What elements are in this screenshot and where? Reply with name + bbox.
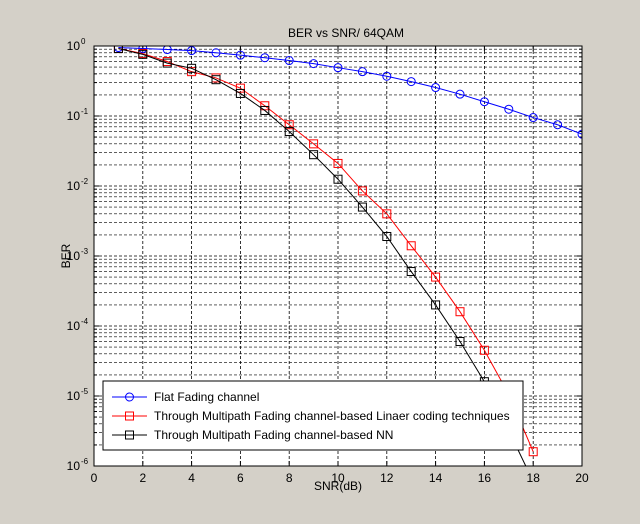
data-point-square [406,241,416,251]
data-point-circle [125,392,134,402]
x-tick-label: 10 [331,471,345,485]
data-point-circle [187,46,197,56]
data-point-square [528,447,538,457]
data-point-circle [528,113,538,123]
data-point-square [260,105,270,115]
legend-entry: Through Multipath Fading channel-based L… [112,409,510,423]
data-point-square [382,209,392,219]
data-point-circle [162,46,172,55]
y-tick-exponent: -1 [81,107,89,116]
y-tick-label: 10 [67,109,81,123]
x-tick-label: 20 [575,471,589,485]
data-point-square [309,150,319,160]
y-tick-label: 10 [67,389,81,403]
data-point-square [333,158,343,168]
data-point-circle [382,71,392,81]
data-point-square [309,139,319,149]
series-1 [113,46,582,139]
data-point-square [455,307,465,317]
data-point-square [138,49,148,59]
series-layer [113,46,582,466]
y-tick-label: 10 [67,179,81,193]
chart-title: BER vs SNR/ 64QAM [288,26,404,40]
data-point-square [357,186,367,196]
x-tick-label: 16 [478,471,492,485]
data-point-square [211,75,221,85]
data-point-circle [357,67,367,77]
x-tick-labels: 0 2 4 6 8 10 12 14 16 18 20 [91,471,589,485]
x-tick-label: 6 [237,471,244,485]
x-tick-label: 4 [188,471,195,485]
data-point-square [431,300,441,310]
x-tick-label: 2 [139,471,146,485]
x-tick-label: 18 [527,471,541,485]
data-point-square [113,46,123,54]
legend-entry: Flat Fading channel [112,390,259,404]
y-tick-label: 10 [67,319,81,333]
y-tick-exponent: -2 [81,177,89,186]
data-point-circle [455,89,465,99]
data-point-square [431,272,441,282]
data-point-circle [284,56,294,66]
data-point-square [479,345,489,355]
data-point-square [333,174,343,184]
data-point-circle [235,50,245,60]
data-point-circle [406,77,416,87]
data-point-circle [211,48,221,58]
data-point-square [382,231,392,241]
data-point-circle [553,120,563,130]
legend-entry: Through Multipath Fading channel-based N… [112,428,393,442]
plot-frame [93,45,583,467]
data-point-circle [479,97,489,107]
data-point-circle [309,59,319,69]
data-point-square [187,63,197,73]
data-point-circle [333,63,343,73]
data-point-square [284,120,294,130]
y-tick-exponent: 0 [81,37,86,46]
data-point-square [357,202,367,212]
data-point-square [260,101,270,111]
y-tick-exponent: -3 [81,247,89,256]
legend-label: Flat Fading channel [154,390,259,404]
data-point-circle [138,46,148,54]
data-point-square [125,430,134,440]
x-axis-label: SNR(dB) [314,479,362,493]
legend-box [102,380,524,451]
data-point-square [406,267,416,277]
data-point-square [162,58,172,68]
data-point-circle [504,104,514,114]
data-point-square [235,83,245,93]
x-tick-label: 0 [91,471,98,485]
x-tick-label: 12 [380,471,394,485]
y-tick-exponent: -6 [81,457,89,466]
y-axis-label: BER [59,243,73,268]
data-point-square [455,337,465,347]
data-point-square [235,88,245,98]
y-tick-exponent: -5 [81,387,89,396]
legend-label: Through Multipath Fading channel-based N… [154,428,393,442]
legend-entries: Flat Fading channel Through Multipath Fad… [112,390,510,442]
x-tick-label: 8 [286,471,293,485]
legend-label: Through Multipath Fading channel-based L… [154,409,510,423]
y-tick-label: 10 [67,459,81,473]
data-point-square [125,411,134,421]
legend: Flat Fading channel Through Multipath Fad… [102,380,524,451]
y-tick-exponent: -4 [81,317,89,326]
data-point-circle [260,53,270,63]
data-point-circle [431,83,441,93]
data-point-circle [577,129,582,139]
x-tick-label: 14 [429,471,443,485]
data-point-square [284,127,294,137]
y-tick-label: 10 [67,39,81,53]
y-tick-label: 10 [67,249,81,263]
